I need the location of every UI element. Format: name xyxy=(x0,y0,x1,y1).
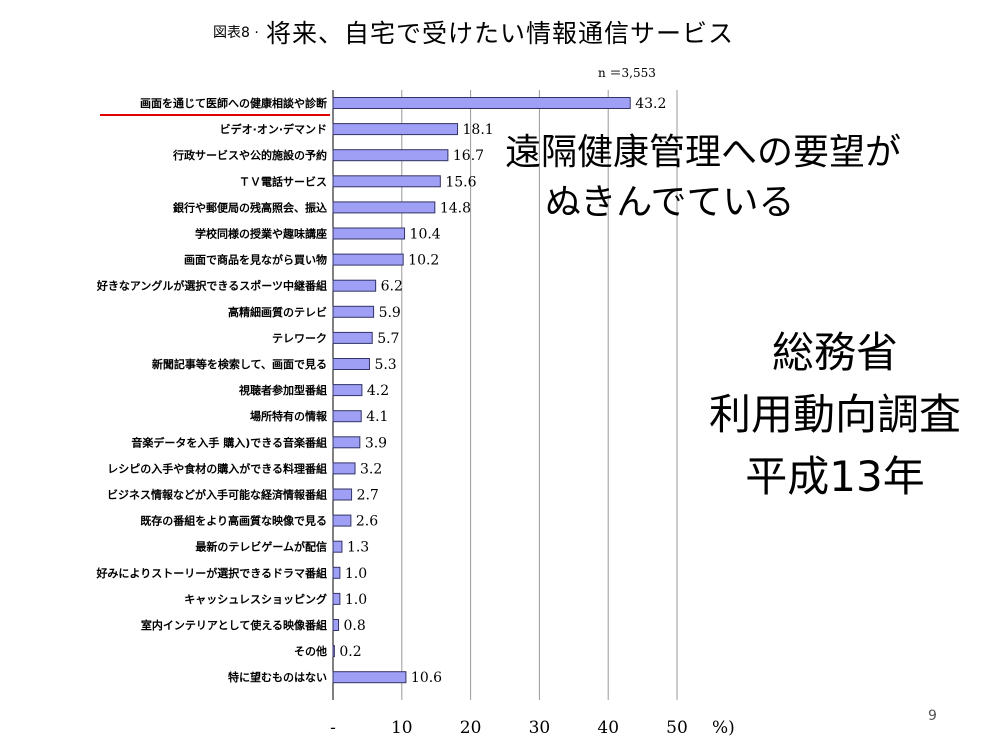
sample-size: n ＝3,553 xyxy=(598,66,656,80)
value-label: 18.1 xyxy=(463,122,494,138)
bar xyxy=(332,592,341,605)
bar xyxy=(332,540,343,553)
category-label: 音楽データを入手 購入)できる音楽番組 xyxy=(131,435,327,449)
value-label: 10.6 xyxy=(411,670,442,686)
bar xyxy=(332,305,375,318)
source-note: 総務省 利用動向調査 平成13年 xyxy=(690,322,980,508)
value-label: 0.8 xyxy=(344,618,366,634)
bar xyxy=(332,279,377,292)
value-label: 10.2 xyxy=(408,253,439,269)
category-label: 銀行や郵便局の残高照会、振込 xyxy=(173,200,327,214)
source-line-1: 総務省 xyxy=(771,328,898,377)
bar xyxy=(332,227,406,240)
category-label: 好きなアングルが選択できるスポーツ中継番組 xyxy=(96,279,327,293)
category-label: テレワーク xyxy=(272,332,327,345)
value-label: 2.6 xyxy=(356,514,378,530)
category-label: 新聞記事等を検索して、画面で見る xyxy=(152,357,327,371)
category-label: 学校同様の授業や趣味講座 xyxy=(195,227,327,241)
page-number: 9 xyxy=(928,708,937,724)
category-label: 行政サービスや公的施設の予約 xyxy=(172,148,327,162)
category-label: ＴＶ電話サービス xyxy=(239,174,327,188)
bar xyxy=(332,462,356,475)
bar xyxy=(332,410,362,423)
category-label: 場所特有の情報 xyxy=(250,409,328,423)
category-label: 特に望むものはない xyxy=(228,670,327,684)
category-label: ビジネス情報などが入手可能な経済情報番組 xyxy=(107,488,327,502)
value-label: 1.0 xyxy=(345,566,367,582)
category-label: ビデオ·オン·デマンド xyxy=(220,122,327,136)
value-label: 43.2 xyxy=(635,96,666,112)
x-tick-label: 50 xyxy=(666,718,688,738)
category-label: キャッシュレスショッピング xyxy=(184,592,327,606)
category-label: 室内インテリアとして使える映像番組 xyxy=(141,618,327,632)
bar xyxy=(332,175,441,188)
source-line-3: 平成13年 xyxy=(745,452,925,501)
value-label: 5.3 xyxy=(374,357,396,373)
bar xyxy=(332,671,407,684)
chart-title: 将来、自宅で受けたい情報通信サービス xyxy=(266,19,735,48)
x-tick-label: 30 xyxy=(529,718,551,738)
bar xyxy=(332,97,631,109)
category-label: 画面を通じて医師への健康相談や診断 xyxy=(140,96,327,110)
category-label: 画面で商品を見ながら買い物 xyxy=(184,253,327,267)
bar xyxy=(332,645,335,658)
value-label: 4.2 xyxy=(367,383,389,399)
bar xyxy=(332,123,459,136)
category-label: 高精細画質のテレビ xyxy=(228,305,327,319)
x-unit-label: %) xyxy=(712,718,735,738)
x-tick-label: 10 xyxy=(391,718,413,738)
value-label: 0.2 xyxy=(339,644,361,660)
value-label: 5.7 xyxy=(377,331,399,347)
x-tick-label: 40 xyxy=(597,718,619,738)
x-tick-label: - xyxy=(330,718,336,738)
category-label: 好みによりストーリーが選択できるドラマ番組 xyxy=(95,566,327,580)
value-label: 4.1 xyxy=(366,409,388,425)
bar xyxy=(332,619,340,631)
value-label: 15.6 xyxy=(445,174,476,190)
category-label: 最新のテレビゲームが配信 xyxy=(195,540,327,554)
value-label: 2.7 xyxy=(357,488,379,504)
bar xyxy=(332,566,341,579)
value-label: 16.7 xyxy=(453,148,484,164)
value-label: 3.9 xyxy=(365,435,387,451)
value-label: 14.8 xyxy=(440,200,471,216)
callout-line-2: ぬきんでている xyxy=(545,182,795,223)
source-line-2: 利用動向調査 xyxy=(708,390,961,439)
x-tick-label: 20 xyxy=(460,718,482,738)
category-label: 視聴者参加型番組 xyxy=(238,383,327,397)
value-label: 6.2 xyxy=(381,279,403,295)
value-label: 1.0 xyxy=(345,592,367,608)
bar xyxy=(332,488,353,501)
bar xyxy=(332,436,361,449)
callout-text: 遠隔健康管理への要望が ぬきんでている xyxy=(505,128,985,228)
bar xyxy=(332,331,373,344)
category-label: 既存の番組をより高画質な映像で見る xyxy=(140,514,327,528)
value-label: 5.9 xyxy=(379,305,401,321)
category-label: その他 xyxy=(294,644,327,658)
bar xyxy=(332,149,449,162)
bar xyxy=(332,514,352,527)
category-label: レシピの入手や食材の購入ができる料理番組 xyxy=(107,461,327,475)
value-label: 10.4 xyxy=(410,227,441,243)
callout-line-1: 遠隔健康管理への要望が xyxy=(505,132,902,173)
bar xyxy=(332,384,363,397)
bar xyxy=(332,358,370,370)
value-label: 1.3 xyxy=(347,540,369,556)
figure-label: 図表8 · xyxy=(213,25,259,41)
bar xyxy=(332,201,436,214)
bar xyxy=(332,253,404,266)
value-label: 3.2 xyxy=(360,461,382,477)
